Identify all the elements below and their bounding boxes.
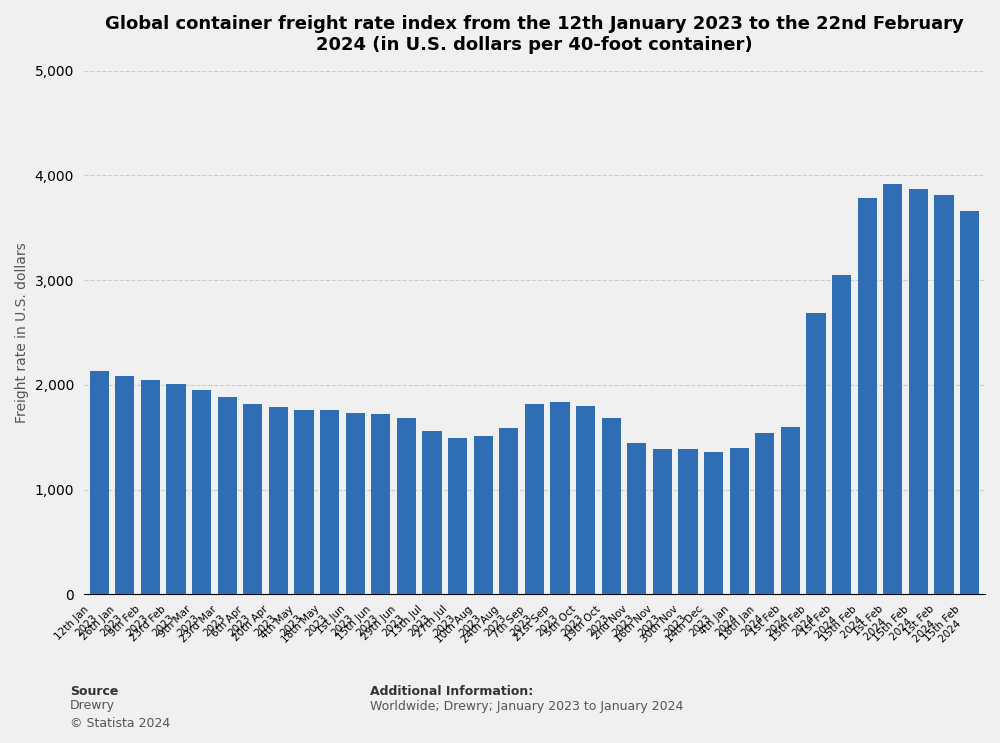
- Bar: [422, 432, 442, 594]
- Bar: [269, 407, 288, 594]
- Text: Source: Source: [70, 685, 118, 698]
- Bar: [346, 413, 365, 594]
- Bar: [602, 418, 621, 594]
- Bar: [294, 410, 314, 594]
- Bar: [832, 275, 851, 594]
- Text: Additional Information:: Additional Information:: [370, 685, 533, 698]
- Bar: [115, 377, 134, 594]
- Bar: [909, 189, 928, 594]
- Bar: [576, 406, 595, 594]
- Bar: [90, 371, 109, 594]
- Bar: [218, 397, 237, 594]
- Text: Drewry
© Statista 2024: Drewry © Statista 2024: [70, 698, 170, 730]
- Bar: [704, 452, 723, 594]
- Bar: [960, 211, 979, 594]
- Bar: [397, 418, 416, 594]
- Bar: [141, 380, 160, 594]
- Bar: [320, 410, 339, 594]
- Bar: [525, 403, 544, 594]
- Bar: [627, 444, 646, 594]
- Bar: [934, 195, 954, 594]
- Bar: [499, 428, 518, 594]
- Bar: [806, 313, 826, 594]
- Y-axis label: Freight rate in U.S. dollars: Freight rate in U.S. dollars: [15, 242, 29, 423]
- Bar: [448, 438, 467, 594]
- Bar: [166, 384, 186, 594]
- Bar: [653, 450, 672, 594]
- Bar: [550, 402, 570, 594]
- Bar: [730, 448, 749, 594]
- Bar: [755, 432, 774, 594]
- Bar: [192, 390, 211, 594]
- Bar: [678, 450, 698, 594]
- Bar: [858, 198, 877, 594]
- Bar: [474, 436, 493, 594]
- Bar: [243, 403, 262, 594]
- Bar: [883, 184, 902, 594]
- Title: Global container freight rate index from the 12th January 2023 to the 22nd Febru: Global container freight rate index from…: [105, 15, 964, 53]
- Text: Worldwide; Drewry; January 2023 to January 2024: Worldwide; Drewry; January 2023 to Janua…: [370, 700, 683, 713]
- Bar: [781, 426, 800, 594]
- Bar: [371, 414, 390, 594]
